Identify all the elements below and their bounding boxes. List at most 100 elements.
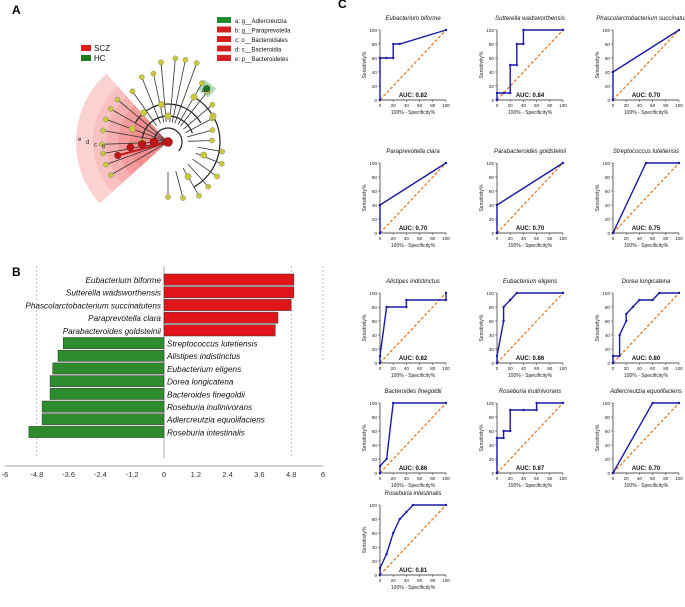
lda-bar-label: Sutterella wadsworthensis <box>66 289 161 298</box>
leaf-node <box>138 74 145 80</box>
roc-point <box>611 70 615 74</box>
y-tick-label: 0 <box>607 471 610 476</box>
x-tick-label: 40 <box>404 236 410 241</box>
x-tick-label: 80 <box>547 103 553 108</box>
x-tick-label: 80 <box>547 236 553 241</box>
x-tick-label: 100 <box>675 236 683 241</box>
y-tick-label: 40 <box>372 545 378 550</box>
roc-point <box>392 401 395 405</box>
y-tick-label: 80 <box>489 305 495 310</box>
roc-point <box>677 401 681 405</box>
tree-branch <box>117 99 169 143</box>
x-axis-title: 100% - Specificity% <box>624 483 669 489</box>
lda-bar <box>41 413 165 426</box>
roc-point <box>495 98 499 102</box>
roc-title: Roseburia inulinivorans <box>499 389 561 395</box>
roc-point <box>522 408 525 412</box>
y-tick-label: 0 <box>607 98 610 103</box>
roc-point <box>444 401 448 405</box>
x-tick-label: 80 <box>430 578 436 583</box>
x-tick-label: 100 <box>442 476 450 481</box>
roc-title: Dorea longicatena <box>622 279 671 285</box>
y-tick-label: 0 <box>374 231 377 236</box>
y-axis-title: Sensitivity% <box>595 184 601 212</box>
roc-point <box>677 291 681 295</box>
roc-panel: Bacteroides finegoldii 0 0 20 20 40 40 60 60 80 80… <box>350 385 455 495</box>
roc-title: Streptococcus lutetiensis <box>613 149 679 155</box>
roc-title: Eubacterium biforme <box>385 16 441 22</box>
x-tick-label: 6 <box>321 470 325 479</box>
taxa-legend-label: b: g__Paraprevotella <box>235 29 291 35</box>
roc-diagonal <box>379 162 447 234</box>
y-tick-label: 100 <box>602 401 610 406</box>
x-tick-label: 40 <box>637 103 643 108</box>
x-tick-label: 20 <box>624 103 630 108</box>
lda-bar-label: Phascolarctobacterium succinatutens <box>25 301 161 310</box>
y-tick-label: 60 <box>605 319 611 324</box>
lda-bar <box>163 286 295 299</box>
y-tick-label: 80 <box>605 305 611 310</box>
leaf-node <box>103 116 109 123</box>
leaf-node <box>199 80 205 86</box>
roc-curve <box>496 402 563 473</box>
roc-auc-label: AUC: 0.75 <box>632 226 661 232</box>
lda-bar-label: Parabacteroides goldsteinii <box>63 327 161 336</box>
roc-point <box>644 161 648 165</box>
y-tick-label: 100 <box>602 28 610 33</box>
y-tick-label: 80 <box>605 175 611 180</box>
x-tick-label: 20 <box>391 578 397 583</box>
roc-diagonal <box>612 292 680 364</box>
y-tick-label: 20 <box>489 84 495 89</box>
y-axis-title: Sensitivity% <box>595 314 601 342</box>
x-tick-label: 80 <box>663 366 669 371</box>
roc-point <box>515 291 518 295</box>
y-tick-label: 60 <box>489 56 495 61</box>
leaf-node <box>158 59 164 66</box>
tree-branch <box>132 90 157 126</box>
leaf-node <box>129 88 136 95</box>
roc-point <box>495 203 499 207</box>
tree-branch <box>153 73 165 123</box>
roc-point <box>522 42 525 46</box>
roc-point <box>378 56 382 60</box>
roc-diagonal <box>496 162 564 234</box>
x-tick-label: 3.6 <box>254 470 264 479</box>
inner-node <box>128 125 136 133</box>
roc-point <box>444 161 448 165</box>
tree-branch <box>185 118 213 133</box>
x-tick-label: 0 <box>612 236 615 241</box>
x-tick-label: 40 <box>404 103 410 108</box>
leaf-node <box>172 55 179 62</box>
x-tick-label: 40 <box>521 476 527 481</box>
y-tick-label: 0 <box>491 361 494 366</box>
leaf-node <box>150 70 157 77</box>
roc-point <box>385 552 388 556</box>
x-tick-label: 60 <box>650 236 656 241</box>
leaf-node <box>209 101 216 108</box>
tree-branch <box>195 152 222 165</box>
x-tick-label: -6 <box>2 470 9 479</box>
y-tick-label: 20 <box>489 457 495 462</box>
tree-branch <box>182 167 200 196</box>
lda-bar-label: Streptococcus lutetiensis <box>167 340 258 349</box>
roc-point <box>611 98 615 102</box>
y-tick-label: 80 <box>489 42 495 47</box>
y-tick-label: 0 <box>374 98 377 103</box>
y-tick-label: 40 <box>605 333 611 338</box>
leaf-node <box>209 127 216 133</box>
legend-label-hc: HC <box>94 54 106 63</box>
roc-point <box>502 91 505 95</box>
roc-auc-label: AUC: 0.81 <box>399 568 428 574</box>
y-tick-label: 0 <box>491 231 494 236</box>
x-axis-title: 100% - Specificity% <box>624 373 669 379</box>
x-tick-label: 60 <box>417 476 423 481</box>
roc-point <box>378 566 382 570</box>
x-tick-label: 0 <box>379 236 382 241</box>
roc-diagonal <box>612 29 680 101</box>
x-axis-title: 100% - Specificity% <box>624 110 669 116</box>
tree-branch <box>160 62 167 123</box>
y-axis-title: Sensitivity% <box>479 51 485 79</box>
roc-point <box>509 63 512 67</box>
roc-point <box>638 298 641 302</box>
